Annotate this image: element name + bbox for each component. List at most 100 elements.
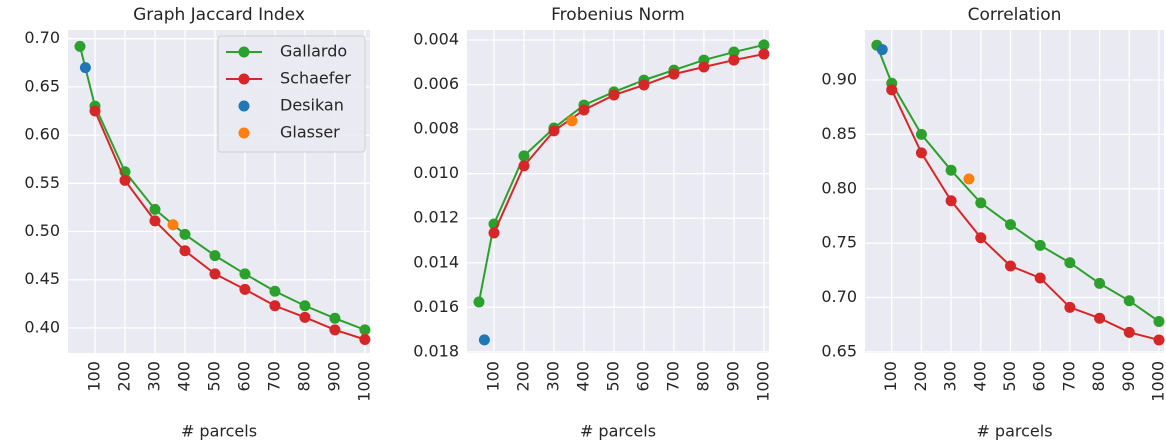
x-tick-label: 100 [881, 361, 900, 392]
data-point [179, 245, 191, 257]
y-tick-label: 0.90 [821, 70, 857, 89]
legend-label: Schaefer [280, 69, 351, 88]
data-point [89, 105, 101, 117]
data-point [1004, 260, 1016, 272]
data-point [149, 203, 161, 215]
data-point [299, 300, 311, 312]
data-point [1064, 301, 1076, 313]
x-tick-label: 500 [204, 361, 223, 392]
x-tick-label: 200 [513, 361, 532, 392]
data-point [578, 104, 590, 116]
legend-marker [238, 46, 250, 58]
data-point [638, 79, 650, 91]
x-tick-label: 600 [633, 361, 652, 392]
x-tick-label: 1000 [354, 361, 373, 402]
x-tick-label: 400 [174, 361, 193, 392]
data-point [518, 150, 530, 162]
data-point [359, 334, 371, 346]
data-point [876, 44, 888, 56]
data-point [329, 312, 341, 324]
data-point [1034, 272, 1046, 284]
x-tick-label: 1000 [1148, 361, 1166, 402]
data-point [329, 324, 341, 336]
y-tick-label: 0.016 [413, 297, 459, 316]
x-tick-label: 300 [543, 361, 562, 392]
legend [217, 35, 366, 153]
y-tick-label: 0.004 [413, 30, 459, 49]
x-tick-label: 800 [693, 361, 712, 392]
x-tick-label: 900 [324, 361, 343, 392]
y-tick-label: 0.60 [24, 125, 60, 144]
y-tick-label: 0.65 [821, 341, 857, 360]
data-point [518, 160, 530, 172]
y-tick-label: 0.010 [413, 163, 459, 182]
x-tick-label: 600 [1030, 361, 1049, 392]
data-point [179, 228, 191, 240]
data-point [975, 197, 987, 209]
data-point [478, 334, 490, 346]
data-point [608, 89, 620, 101]
plot-area [467, 30, 769, 353]
x-tick-label: 500 [603, 361, 622, 392]
series-line [493, 53, 765, 234]
data-point [1094, 312, 1106, 324]
x-tick-label: 700 [663, 361, 682, 392]
y-tick-label: 0.80 [821, 178, 857, 197]
x-tick-label: 300 [144, 361, 163, 392]
data-point [167, 219, 179, 231]
data-point [359, 324, 371, 336]
data-point [566, 115, 578, 127]
y-tick-label: 0.012 [413, 208, 459, 227]
y-tick-label: 0.40 [24, 317, 60, 336]
legend-marker [238, 100, 250, 112]
data-point [239, 268, 251, 280]
data-point [963, 173, 975, 185]
data-point [1153, 315, 1165, 327]
x-tick-label: 200 [911, 361, 930, 392]
data-point [473, 296, 485, 308]
y-tick-label: 0.85 [821, 124, 857, 143]
series-line [94, 110, 366, 341]
legend-label: Gallardo [280, 42, 347, 61]
y-tick-label: 0.70 [24, 28, 60, 47]
data-point [209, 268, 221, 280]
y-tick-label: 0.50 [24, 221, 60, 240]
x-tick-label: 100 [84, 361, 103, 392]
data-point [945, 195, 957, 207]
data-point [1064, 257, 1076, 269]
data-point [1094, 277, 1106, 289]
data-point [1123, 295, 1135, 307]
legend-label: Glasser [280, 123, 340, 142]
x-tick-label: 400 [573, 361, 592, 392]
x-tick-label: 600 [234, 361, 253, 392]
data-point [488, 227, 500, 239]
x-tick-label: 900 [1119, 361, 1138, 392]
x-tick-label: 900 [723, 361, 742, 392]
x-tick-label: 700 [1059, 361, 1078, 392]
x-tick-label: 100 [483, 361, 502, 392]
y-tick-label: 0.70 [821, 287, 857, 306]
data-point [975, 232, 987, 244]
x-tick-label: 700 [264, 361, 283, 392]
y-tick-label: 0.018 [413, 341, 459, 360]
chart-title: Graph Jaccard Index [133, 5, 305, 25]
data-point [728, 46, 740, 58]
data-point [915, 147, 927, 159]
data-point [209, 250, 221, 262]
data-point [1123, 326, 1135, 338]
data-point [668, 68, 680, 80]
data-point [119, 174, 131, 186]
y-tick-label: 0.75 [821, 233, 857, 252]
data-point [74, 40, 86, 52]
x-tick-label: 1000 [753, 361, 772, 402]
legend-marker [238, 127, 250, 139]
x-tick-label: 300 [941, 361, 960, 392]
chart-title: Correlation [968, 5, 1062, 25]
data-point [915, 128, 927, 140]
series-line [890, 89, 1160, 341]
x-tick-label: 800 [1089, 361, 1108, 392]
data-point [239, 283, 251, 295]
data-point [1004, 219, 1016, 231]
x-tick-label: 500 [1000, 361, 1019, 392]
